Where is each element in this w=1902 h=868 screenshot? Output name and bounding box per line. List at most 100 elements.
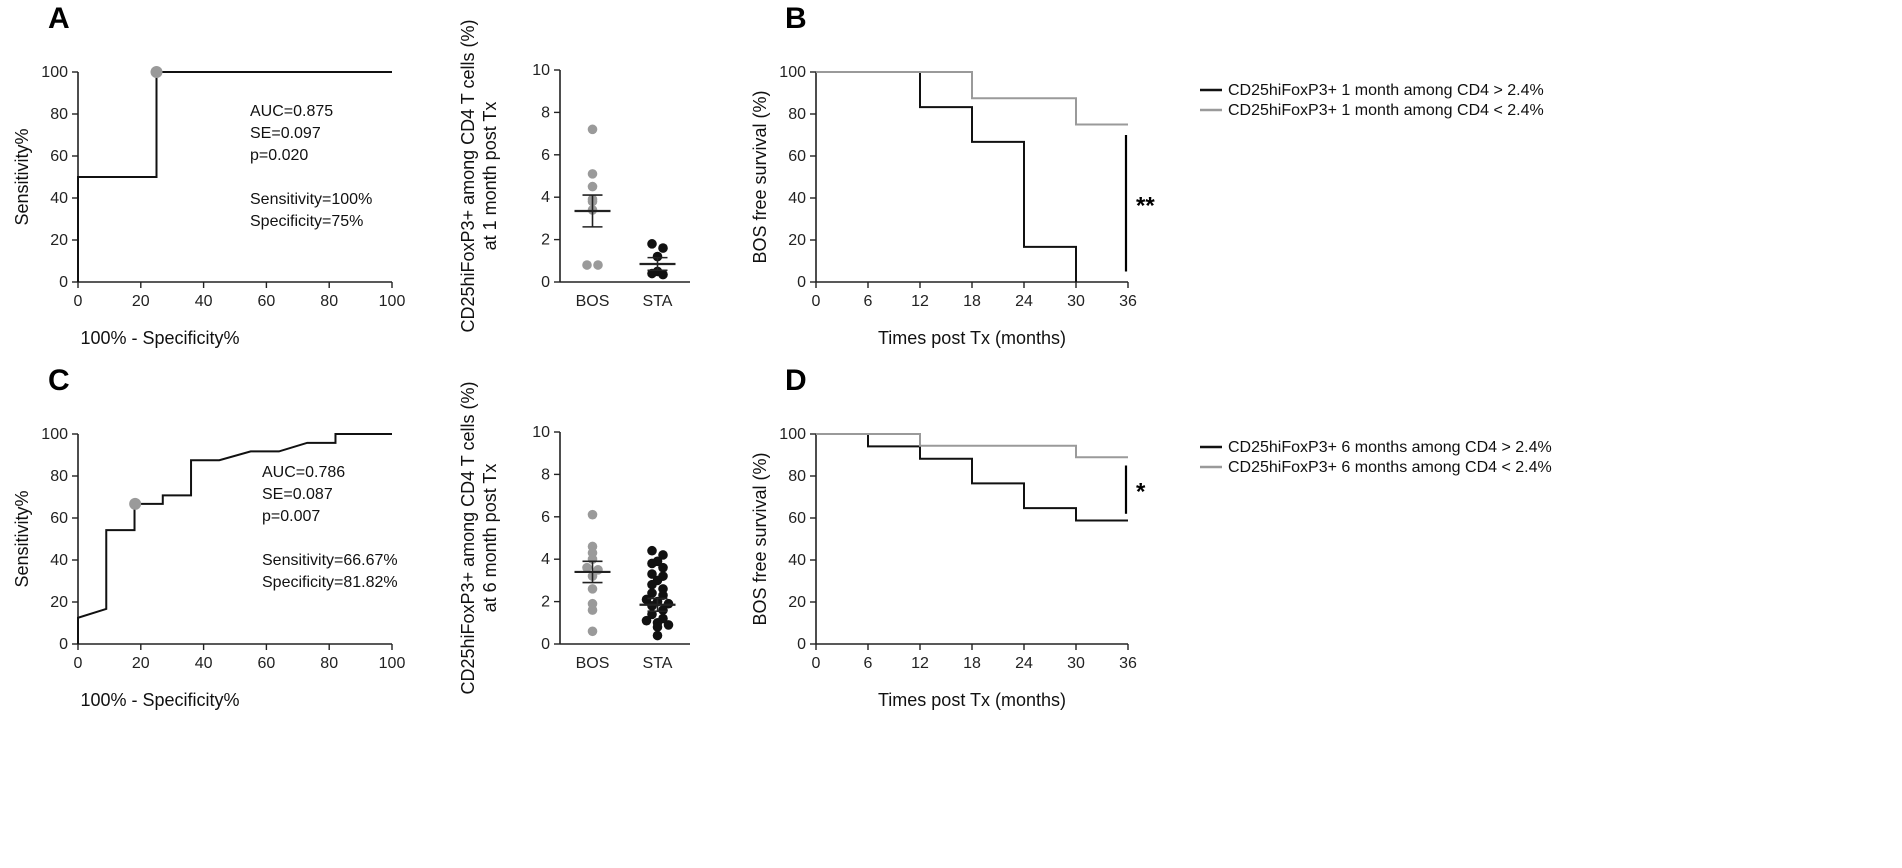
scatterA-y-axis-title: CD25hiFoxP3+ among CD4 T cells (%) xyxy=(458,20,478,333)
kmB-ytick-label: 20 xyxy=(788,232,806,249)
scatterC-point-bos xyxy=(587,584,598,594)
rocC-annotation: SE=0.087 xyxy=(262,486,333,503)
scatterC-point-sta xyxy=(647,588,657,598)
kmB-xtick-label: 36 xyxy=(1119,293,1137,310)
rocA-ytick-label: 0 xyxy=(59,274,68,291)
rocA-xtick-label: 100 xyxy=(379,293,406,310)
rocA-xtick-label: 0 xyxy=(74,293,83,310)
kmD-significance-label: * xyxy=(1136,479,1146,506)
scatterC-point-sta xyxy=(658,550,668,560)
rocC-xtick-label: 0 xyxy=(74,655,83,672)
scatterA-ytick-label: 6 xyxy=(541,147,550,164)
rocA-xtick-label: 20 xyxy=(132,293,150,310)
panel-letter-d: D xyxy=(785,364,807,397)
scatterC-point-bos xyxy=(587,605,598,615)
kmB-ytick-label: 0 xyxy=(797,274,806,291)
scatterA-point-bos xyxy=(582,260,592,270)
scatterA-point-sta xyxy=(658,243,668,253)
kmB-xtick-label: 0 xyxy=(812,293,821,310)
scatterA-point-bos xyxy=(593,260,603,270)
scatterC-point-sta xyxy=(663,620,674,630)
chart-roc-c: C 0 20 40 60 80 100 0 20 40 60 80 100 100% - Specific… xyxy=(12,364,405,710)
rocA-annotation: Specificity=75% xyxy=(250,213,363,230)
chart-survival-b: B 0 20 40 60 80 100 0 6 12 18 24 30 36 Times post Tx (… xyxy=(750,2,1544,348)
rocA-ytick-label: 100 xyxy=(41,64,68,81)
chart-scatter-c: 0 2 4 6 8 10 CD25hiFoxP3+ among CD4 T cells (%… xyxy=(458,382,690,695)
rocA-xtick-label: 80 xyxy=(320,293,338,310)
panel-letter-c: C xyxy=(48,364,70,397)
scatterC-ytick-label: 8 xyxy=(541,466,550,483)
rocC-cutoff-point xyxy=(129,497,142,510)
scatterA-point-bos xyxy=(587,181,598,192)
rocC-annotation: Sensitivity=66.67% xyxy=(262,552,398,569)
scatterC-ytick-label: 4 xyxy=(541,551,550,568)
rocA-annotation: Sensitivity=100% xyxy=(250,191,372,208)
kmD-ytick-label: 40 xyxy=(788,552,806,569)
kmB-xtick-label: 12 xyxy=(911,293,929,310)
scatterA-ytick-label: 0 xyxy=(541,274,550,291)
kmD-series-line-0 xyxy=(816,433,1128,522)
kmB-ytick-label: 80 xyxy=(788,106,806,123)
rocA-ytick-label: 20 xyxy=(50,232,68,249)
kmD-x-axis-title: Times post Tx (months) xyxy=(878,690,1066,710)
kmB-y-axis-title: BOS free survival (%) xyxy=(750,90,770,263)
kmD-legend-label-1: CD25hiFoxP3+ 6 months among CD4 < 2.4% xyxy=(1228,459,1552,476)
scatterC-point-sta xyxy=(647,545,657,556)
scatterC-point-bos xyxy=(587,509,598,520)
scatterC-point-bos xyxy=(582,562,592,573)
scatterC-y-axis-title: CD25hiFoxP3+ among CD4 T cells (%) xyxy=(458,382,478,695)
kmB-xtick-label: 24 xyxy=(1015,293,1033,310)
scatterC-point-sta xyxy=(647,558,657,569)
rocC-ytick-label: 0 xyxy=(59,636,68,653)
kmD-ytick-label: 60 xyxy=(788,510,806,527)
kmB-series-line-1 xyxy=(816,71,1128,126)
scatterA-category-label: STA xyxy=(643,293,673,310)
kmD-series-line-1 xyxy=(816,433,1128,459)
kmD-legend-label-0: CD25hiFoxP3+ 6 months among CD4 > 2.4% xyxy=(1228,439,1552,456)
rocC-ytick-label: 100 xyxy=(41,426,68,443)
rocC-xtick-label: 20 xyxy=(132,655,150,672)
rocA-cutoff-point xyxy=(150,66,163,78)
rocA-ytick-label: 80 xyxy=(50,106,68,123)
scatterA-ytick-label: 8 xyxy=(541,104,550,121)
kmB-ytick-label: 40 xyxy=(788,190,806,207)
scatterC-point-sta xyxy=(652,630,663,641)
scatterC-category-label: STA xyxy=(643,655,673,672)
panel-letter-a: A xyxy=(48,2,70,35)
rocC-annotation: Specificity=81.82% xyxy=(262,574,398,591)
kmD-xtick-label: 24 xyxy=(1015,655,1033,672)
kmD-ytick-label: 20 xyxy=(788,594,806,611)
scatterC-point-bos xyxy=(587,626,598,637)
rocC-annotation: AUC=0.786 xyxy=(262,464,345,481)
kmB-legend-label-0: CD25hiFoxP3+ 1 month among CD4 > 2.4% xyxy=(1228,82,1544,99)
kmD-ytick-label: 80 xyxy=(788,468,806,485)
kmB-x-axis-title: Times post Tx (months) xyxy=(878,328,1066,348)
scatterA-point-sta xyxy=(658,269,668,280)
scatterC-point-sta xyxy=(647,569,657,579)
kmD-ytick-label: 100 xyxy=(779,426,806,443)
rocC-annotation: p=0.007 xyxy=(262,508,320,525)
kmB-xtick-label: 30 xyxy=(1067,293,1085,310)
rocA-annotation: SE=0.097 xyxy=(250,125,321,142)
kmB-significance-label: ** xyxy=(1136,192,1155,219)
scatterA-y-axis-subtitle: at 1 month post Tx xyxy=(480,102,500,251)
kmB-xtick-label: 18 xyxy=(963,293,981,310)
scatterC-y-axis-subtitle: at 6 month post Tx xyxy=(480,464,500,613)
kmD-y-axis-title: BOS free survival (%) xyxy=(750,452,770,625)
scatterC-point-sta xyxy=(658,562,668,573)
rocC-ytick-label: 40 xyxy=(50,552,68,569)
chart-survival-d: D 0 20 40 60 80 100 0 6 12 18 24 30 36 Times post Tx (… xyxy=(750,364,1552,710)
scatterA-category-label: BOS xyxy=(576,293,610,310)
rocC-ytick-label: 80 xyxy=(50,468,68,485)
rocC-y-axis-title: Sensitivity% xyxy=(12,490,32,587)
scatterC-ytick-label: 0 xyxy=(541,636,550,653)
rocC-series-line-0 xyxy=(77,433,392,644)
scatterC-point-sta xyxy=(647,579,657,590)
rocC-x-axis-title: 100% - Specificity% xyxy=(80,690,239,710)
rocA-ytick-label: 60 xyxy=(50,148,68,165)
scatterA-ytick-label: 2 xyxy=(541,232,550,249)
kmB-ytick-label: 100 xyxy=(779,64,806,81)
rocC-ytick-label: 20 xyxy=(50,594,68,611)
scatterA-point-sta xyxy=(652,251,663,262)
